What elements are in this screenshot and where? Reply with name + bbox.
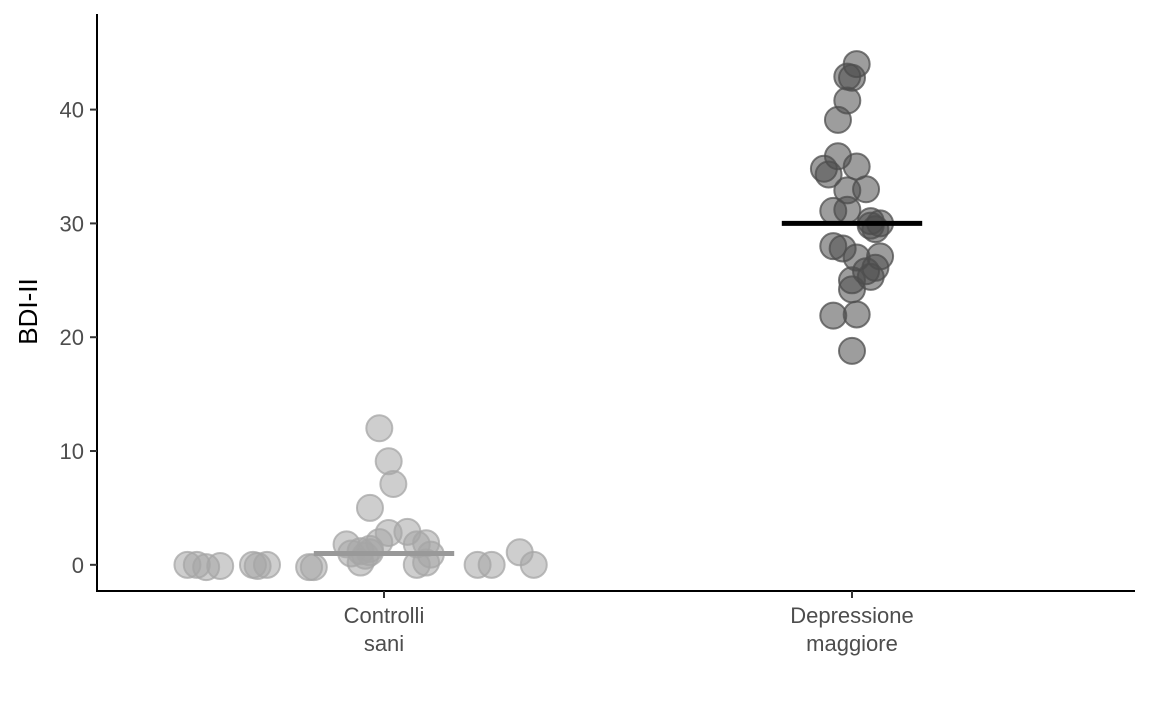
y-tick-label: 10	[60, 439, 84, 464]
data-point-depression	[838, 336, 866, 365]
data-point-depression	[842, 300, 871, 329]
data-point-controls	[519, 550, 548, 579]
data-point-depression	[823, 105, 852, 134]
y-tick-label: 30	[60, 211, 84, 236]
data-point-controls	[365, 414, 394, 443]
data-point-controls	[206, 551, 235, 580]
data-point-controls	[374, 447, 403, 476]
data-point-depression	[819, 301, 848, 330]
y-tick-label: 0	[72, 553, 84, 578]
data-point-depression	[861, 215, 890, 244]
x-tick-label-controls: Controlli sani	[344, 603, 425, 656]
y-tick-label: 20	[60, 325, 84, 350]
data-point-depression	[838, 275, 866, 304]
y-axis-title: BDI-II	[13, 278, 43, 344]
data-point-depression	[814, 160, 843, 189]
data-point-controls	[477, 550, 506, 579]
data-point-depression	[833, 195, 862, 224]
data-point-controls	[253, 550, 281, 579]
x-ticks: Controlli sani Depressione maggiore	[344, 591, 914, 656]
y-tick-label: 40	[60, 98, 84, 123]
data-point-controls	[379, 470, 408, 499]
data-point-controls	[355, 493, 384, 522]
points-layer	[173, 50, 895, 582]
y-ticks: 0 10 20 30 40	[60, 98, 97, 578]
data-point-depression	[838, 63, 866, 92]
x-tick-label-depression: Depressione maggiore	[790, 603, 914, 656]
means-layer	[313, 220, 923, 556]
data-point-controls	[299, 553, 328, 582]
